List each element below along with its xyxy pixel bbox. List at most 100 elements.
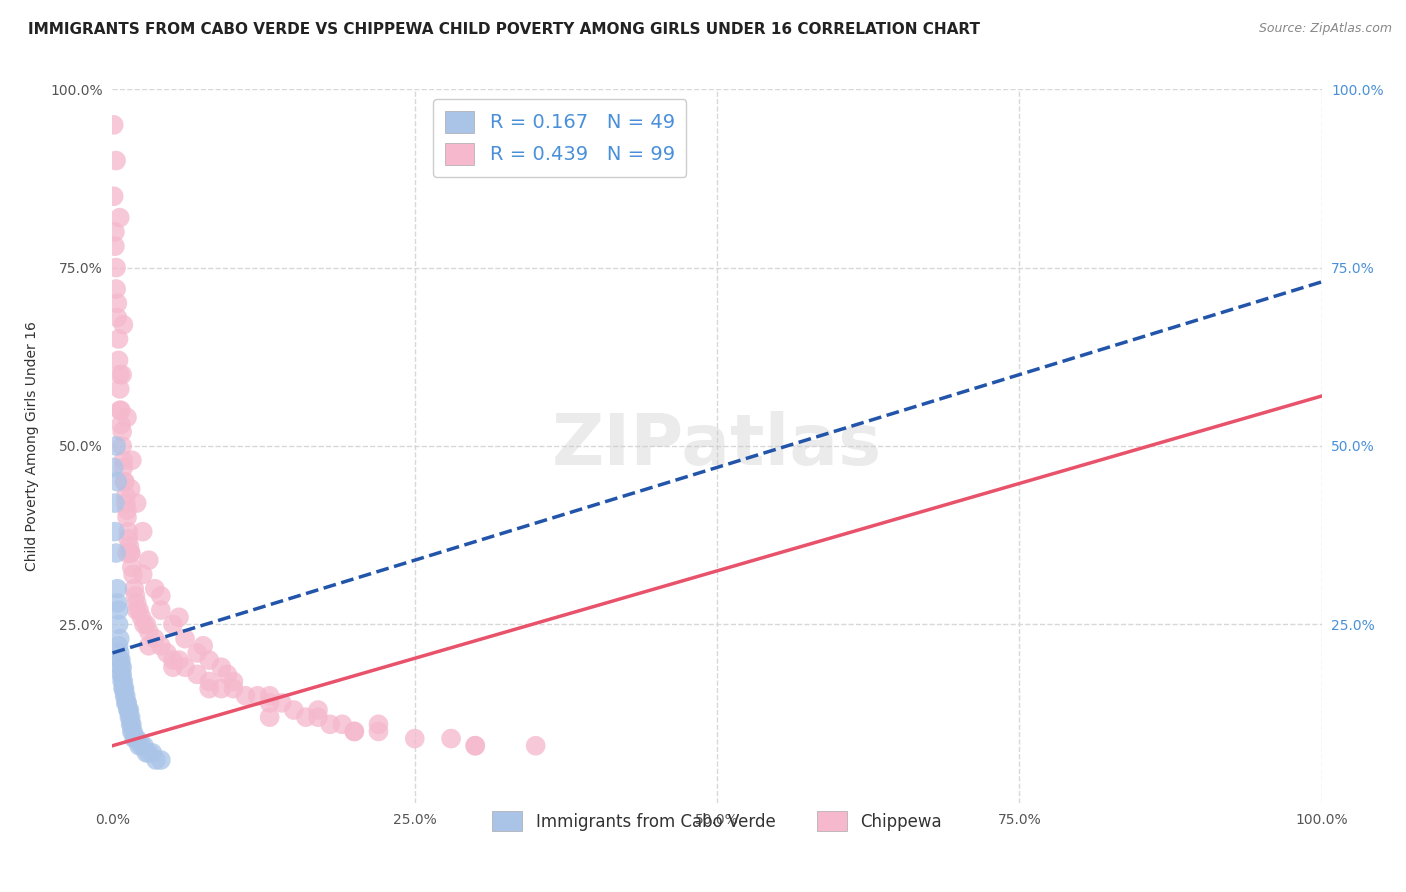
Point <box>108 211 131 225</box>
Point <box>121 560 143 574</box>
Point <box>138 553 160 567</box>
Point <box>138 624 160 639</box>
Point <box>115 696 138 710</box>
Point <box>149 603 172 617</box>
Point <box>118 710 141 724</box>
Point <box>114 489 136 503</box>
Point <box>191 639 214 653</box>
Point <box>121 453 143 467</box>
Point <box>111 439 134 453</box>
Point <box>330 717 353 731</box>
Point <box>138 746 160 760</box>
Point <box>186 646 208 660</box>
Point <box>110 417 132 432</box>
Point <box>121 724 143 739</box>
Point <box>404 731 426 746</box>
Point <box>143 582 166 596</box>
Point <box>156 646 179 660</box>
Y-axis label: Child Poverty Among Girls Under 16: Child Poverty Among Girls Under 16 <box>25 321 39 571</box>
Point <box>367 717 389 731</box>
Point <box>124 731 146 746</box>
Point <box>122 567 145 582</box>
Point <box>149 753 172 767</box>
Point <box>259 710 281 724</box>
Point <box>270 696 292 710</box>
Point <box>120 482 142 496</box>
Point <box>114 475 136 489</box>
Point <box>110 667 132 681</box>
Point <box>120 546 142 560</box>
Point <box>186 667 208 681</box>
Point <box>105 439 128 453</box>
Point <box>114 496 136 510</box>
Point <box>283 703 305 717</box>
Point <box>141 746 163 760</box>
Point <box>103 460 125 475</box>
Point <box>105 282 128 296</box>
Point <box>295 710 318 724</box>
Point <box>198 653 221 667</box>
Point <box>111 660 134 674</box>
Point <box>259 689 281 703</box>
Point <box>222 681 245 696</box>
Point <box>115 696 138 710</box>
Point <box>440 731 463 746</box>
Point <box>112 460 135 475</box>
Point <box>105 596 128 610</box>
Text: Source: ZipAtlas.com: Source: ZipAtlas.com <box>1258 22 1392 36</box>
Point <box>117 703 139 717</box>
Point <box>235 689 257 703</box>
Point <box>104 524 127 539</box>
Point <box>132 739 155 753</box>
Point <box>198 681 221 696</box>
Point <box>104 496 127 510</box>
Point <box>131 610 153 624</box>
Point <box>131 739 153 753</box>
Point <box>114 689 136 703</box>
Point <box>464 739 486 753</box>
Point <box>110 653 132 667</box>
Point <box>128 739 150 753</box>
Point <box>120 546 142 560</box>
Point <box>108 646 131 660</box>
Point <box>209 681 232 696</box>
Point <box>217 667 239 681</box>
Point <box>117 524 139 539</box>
Point <box>162 653 184 667</box>
Point <box>117 703 139 717</box>
Point <box>110 660 132 674</box>
Point <box>122 582 145 596</box>
Point <box>111 425 134 439</box>
Point <box>108 632 131 646</box>
Point <box>114 696 136 710</box>
Point <box>464 739 486 753</box>
Point <box>132 524 155 539</box>
Point <box>135 746 157 760</box>
Point <box>122 724 145 739</box>
Point <box>128 603 150 617</box>
Point <box>103 189 125 203</box>
Point <box>259 696 281 710</box>
Point <box>115 503 138 517</box>
Point <box>124 589 146 603</box>
Point <box>111 667 134 681</box>
Point <box>105 310 128 325</box>
Text: IMMIGRANTS FROM CABO VERDE VS CHIPPEWA CHILD POVERTY AMONG GIRLS UNDER 16 CORREL: IMMIGRANTS FROM CABO VERDE VS CHIPPEWA C… <box>28 22 980 37</box>
Text: ZIPatlas: ZIPatlas <box>553 411 882 481</box>
Point <box>222 674 245 689</box>
Point <box>125 731 148 746</box>
Point <box>104 239 127 253</box>
Point <box>108 403 131 417</box>
Point <box>108 382 131 396</box>
Point <box>138 639 160 653</box>
Point <box>524 739 547 753</box>
Point <box>115 410 138 425</box>
Point <box>104 225 127 239</box>
Point <box>162 617 184 632</box>
Legend: Immigrants from Cabo Verde, Chippewa: Immigrants from Cabo Verde, Chippewa <box>485 805 949 838</box>
Point <box>105 582 128 596</box>
Point <box>343 724 366 739</box>
Point <box>112 681 135 696</box>
Point <box>103 118 125 132</box>
Point <box>162 660 184 674</box>
